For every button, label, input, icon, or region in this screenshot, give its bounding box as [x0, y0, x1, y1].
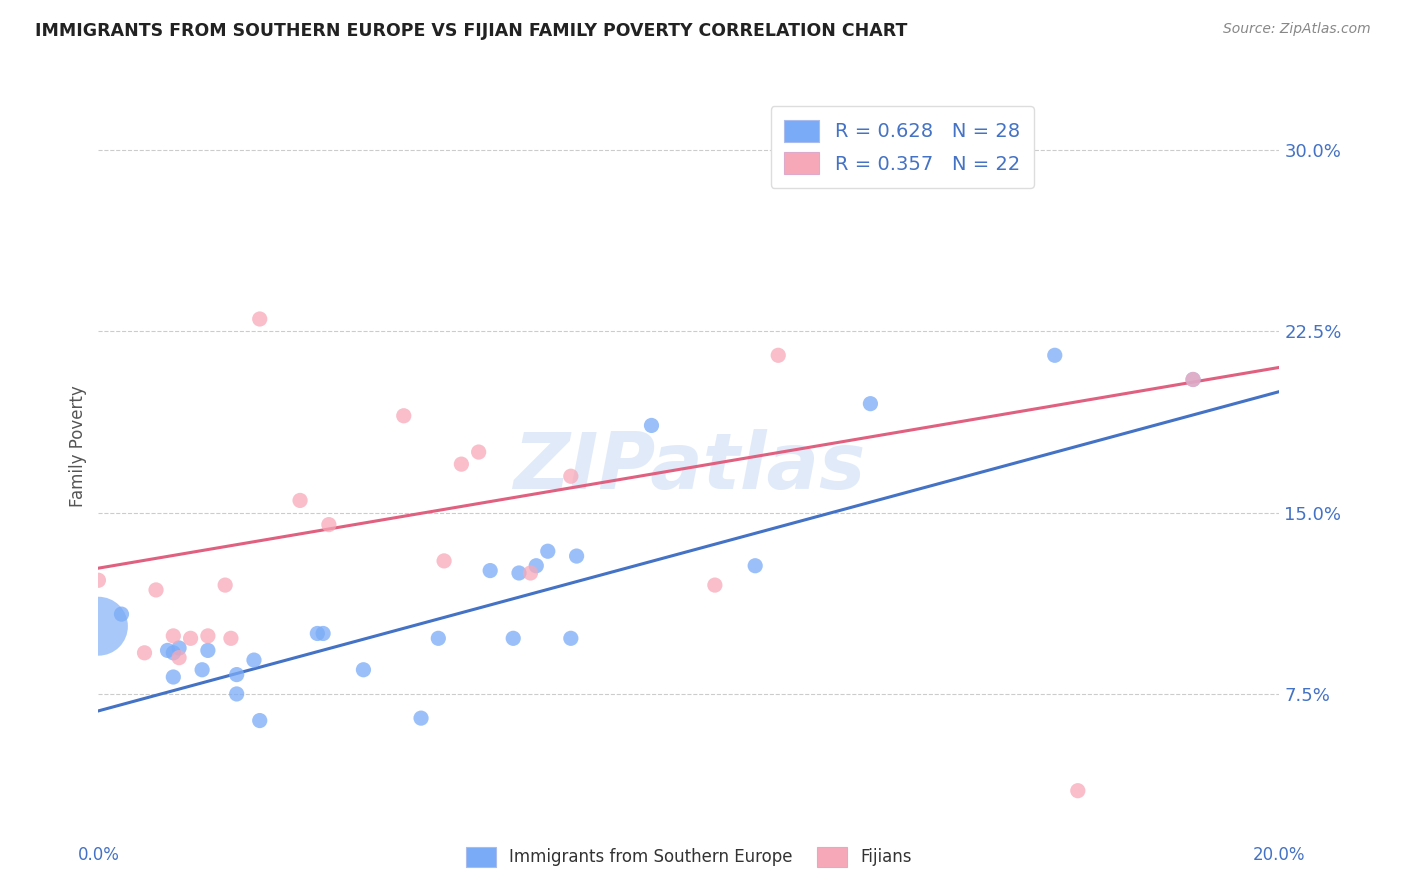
Point [87, 574, 110, 588]
Point [560, 632, 582, 646]
Point [450, 457, 472, 471]
Point [427, 632, 450, 646]
Point [219, 632, 242, 646]
Point [180, 632, 202, 646]
Point [249, 312, 271, 326]
Point [519, 566, 541, 580]
Point [744, 558, 766, 573]
Point [225, 667, 247, 681]
Point [703, 578, 725, 592]
Point [1067, 783, 1090, 797]
Y-axis label: Family Poverty: Family Poverty [69, 385, 87, 507]
Point [197, 629, 219, 643]
Point [1182, 372, 1205, 386]
Point [162, 646, 184, 660]
Point [467, 445, 489, 459]
Point [560, 469, 582, 483]
Point [225, 687, 247, 701]
Point [640, 418, 662, 433]
Legend: Immigrants from Southern Europe, Fijians: Immigrants from Southern Europe, Fijians [456, 838, 922, 877]
Point [508, 566, 530, 580]
Text: ZIPatlas: ZIPatlas [513, 429, 865, 506]
Point [167, 640, 190, 655]
Point [537, 544, 560, 558]
Point [87, 619, 110, 633]
Point [409, 711, 432, 725]
Point [1043, 348, 1066, 362]
Point [110, 607, 132, 621]
Point [243, 653, 266, 667]
Point [768, 348, 790, 362]
Point [433, 554, 456, 568]
Text: Source: ZipAtlas.com: Source: ZipAtlas.com [1223, 22, 1371, 37]
Point [312, 626, 335, 640]
Point [859, 397, 882, 411]
Text: 0.0%: 0.0% [77, 847, 120, 864]
Point [197, 643, 219, 657]
Text: IMMIGRANTS FROM SOUTHERN EUROPE VS FIJIAN FAMILY POVERTY CORRELATION CHART: IMMIGRANTS FROM SOUTHERN EUROPE VS FIJIA… [35, 22, 907, 40]
Point [565, 549, 588, 563]
Point [502, 632, 524, 646]
Point [318, 517, 340, 532]
Point [162, 629, 184, 643]
Point [214, 578, 236, 592]
Point [156, 643, 179, 657]
Point [352, 663, 374, 677]
Point [134, 646, 156, 660]
Point [524, 558, 547, 573]
Point [145, 582, 167, 597]
Point [392, 409, 415, 423]
Point [1182, 372, 1205, 386]
Point [249, 714, 271, 728]
Point [191, 663, 214, 677]
Point [288, 493, 311, 508]
Point [167, 650, 190, 665]
Point [162, 670, 184, 684]
Point [307, 626, 329, 640]
Text: 20.0%: 20.0% [1253, 847, 1306, 864]
Point [479, 564, 502, 578]
